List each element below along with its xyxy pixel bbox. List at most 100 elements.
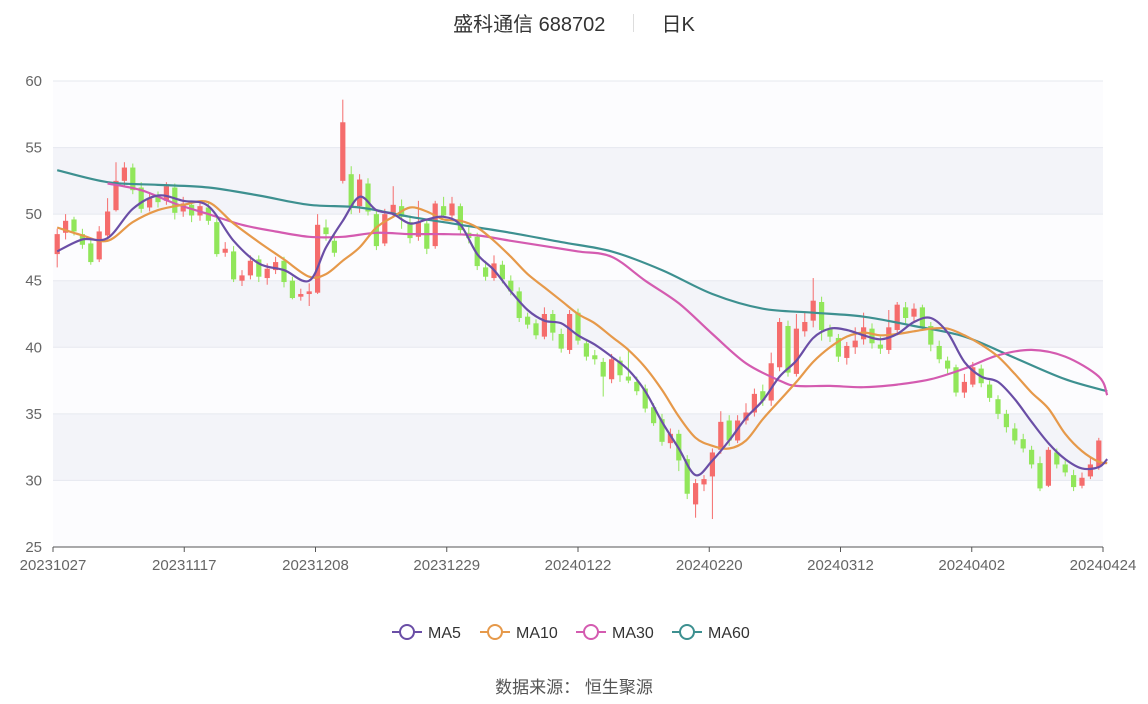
candle-body bbox=[415, 222, 422, 237]
candle-body bbox=[390, 204, 396, 213]
candle-body bbox=[726, 420, 732, 441]
candle-body bbox=[1028, 449, 1035, 465]
candle-body bbox=[264, 268, 270, 279]
candle-body bbox=[113, 180, 119, 211]
candle-body bbox=[96, 231, 102, 260]
candle-body bbox=[440, 206, 447, 216]
legend-label: MA30 bbox=[612, 625, 654, 642]
candle-body bbox=[272, 262, 279, 271]
candle-body bbox=[877, 344, 884, 349]
chart-period-tab[interactable]: 日K bbox=[661, 14, 695, 36]
legend-marker-icon bbox=[487, 624, 503, 640]
candle-body bbox=[625, 376, 632, 381]
candle-body bbox=[995, 399, 1001, 414]
candle-body bbox=[718, 421, 724, 450]
candle-body bbox=[869, 328, 875, 344]
candle-body bbox=[1037, 463, 1043, 489]
candle-body bbox=[986, 384, 993, 398]
candle-body bbox=[146, 198, 153, 208]
candle-body bbox=[524, 316, 531, 325]
y-tick-label: 30 bbox=[25, 472, 42, 489]
candle-body bbox=[642, 388, 648, 409]
candle-body bbox=[306, 291, 312, 295]
candle-body bbox=[1087, 464, 1094, 477]
candle-body bbox=[130, 167, 136, 191]
candle-body bbox=[62, 220, 69, 233]
candle-body bbox=[566, 314, 573, 350]
candle-body bbox=[550, 314, 556, 333]
candle-body bbox=[71, 219, 77, 232]
candle-body bbox=[188, 204, 195, 216]
candle-body bbox=[810, 300, 816, 321]
candle-body bbox=[953, 367, 959, 393]
legend-marker-icon bbox=[399, 624, 415, 640]
legend-marker-icon bbox=[679, 624, 695, 640]
x-tick-label: 20231229 bbox=[413, 557, 480, 574]
candle-body bbox=[457, 206, 464, 231]
band bbox=[53, 214, 1103, 281]
band bbox=[53, 147, 1103, 215]
candle-body bbox=[138, 187, 144, 209]
candle-body bbox=[835, 337, 842, 357]
title-divider bbox=[632, 13, 634, 32]
x-tick-label: 20231027 bbox=[20, 557, 87, 574]
legend-item-ma30[interactable]: MA30 bbox=[576, 624, 654, 642]
candle-body bbox=[928, 325, 934, 345]
ma-line-ma30 bbox=[107, 182, 1109, 396]
candle-body bbox=[583, 343, 590, 357]
candle-body bbox=[592, 355, 598, 360]
candle-body bbox=[692, 483, 699, 505]
candle-body bbox=[1012, 428, 1018, 441]
candle-body bbox=[793, 328, 800, 374]
candle-body bbox=[533, 323, 539, 336]
band bbox=[53, 81, 1103, 148]
candle-body bbox=[659, 419, 665, 442]
candle-body bbox=[407, 222, 413, 239]
candle-body bbox=[239, 275, 245, 281]
chart-title-bar: 盛科通信 688702 日K bbox=[0, 8, 1148, 37]
data-source-value: 恒生聚源 bbox=[584, 678, 653, 697]
candle-body bbox=[424, 223, 430, 249]
x-tick-label: 20240122 bbox=[545, 557, 612, 574]
candle-body bbox=[222, 248, 228, 253]
candle-body bbox=[802, 321, 808, 332]
candle-body bbox=[432, 203, 438, 247]
y-tick-label: 35 bbox=[25, 406, 42, 423]
candle-body bbox=[961, 381, 968, 393]
data-source-label: 数据来源： bbox=[495, 678, 581, 697]
y-tick-label: 40 bbox=[25, 339, 42, 356]
legend-item-ma10[interactable]: MA10 bbox=[480, 624, 558, 642]
candle-body bbox=[541, 314, 548, 337]
candle-body bbox=[751, 393, 758, 413]
candle-body bbox=[617, 360, 623, 376]
candle-body bbox=[844, 345, 850, 358]
candle-body bbox=[1003, 413, 1010, 428]
legend-item-ma5[interactable]: MA5 bbox=[392, 624, 461, 642]
ma-line-ma10 bbox=[56, 200, 1108, 465]
legend-item-ma60[interactable]: MA60 bbox=[672, 624, 750, 642]
candle-body bbox=[348, 174, 354, 208]
candle-body bbox=[852, 340, 858, 348]
x-tick-label: 20231208 bbox=[282, 557, 349, 574]
candle-body bbox=[818, 302, 825, 330]
candle-body bbox=[54, 234, 60, 255]
candle-body bbox=[365, 183, 371, 212]
candle-body bbox=[1020, 439, 1026, 449]
candle-body bbox=[247, 260, 254, 276]
candle-body bbox=[760, 391, 766, 401]
candle-body bbox=[314, 224, 321, 293]
candle-body bbox=[298, 294, 304, 297]
y-tick-label: 50 bbox=[25, 206, 42, 223]
candle-body bbox=[936, 345, 942, 360]
band bbox=[53, 347, 1103, 414]
candle-body bbox=[289, 280, 296, 299]
candle-body bbox=[944, 360, 951, 369]
candle-body bbox=[768, 363, 774, 401]
candle-body bbox=[340, 122, 346, 181]
candle-body bbox=[1045, 449, 1052, 486]
candle-body bbox=[1054, 452, 1060, 465]
y-tick-label: 45 bbox=[25, 273, 42, 290]
candle-body bbox=[104, 211, 111, 236]
